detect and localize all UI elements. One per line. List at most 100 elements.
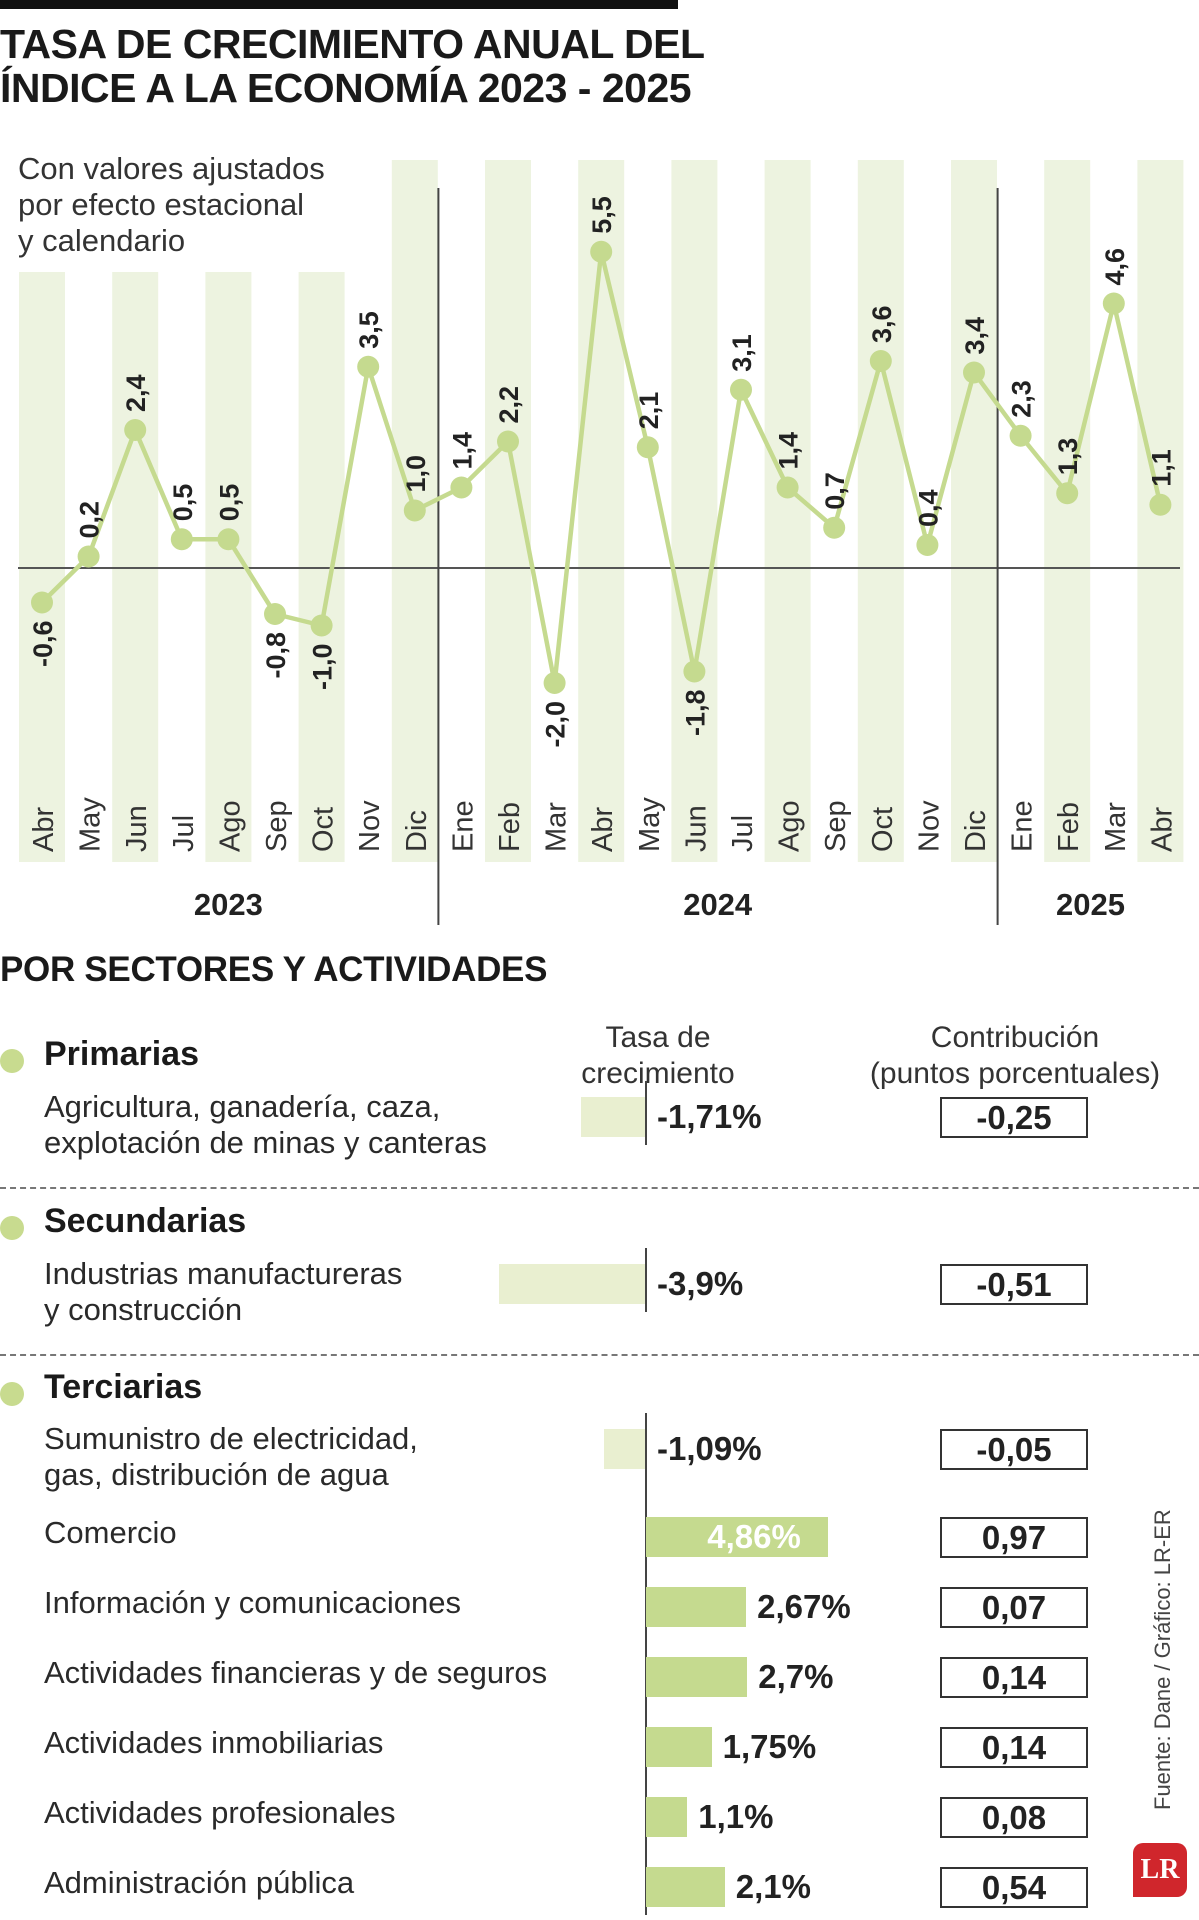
month-label: Jun — [680, 805, 712, 852]
month-label: Oct — [308, 807, 340, 852]
data-label: 3,1 — [727, 334, 757, 372]
contribution-box: -0,25 — [940, 1097, 1088, 1138]
row-label-line: Sumunistro de electricidad, — [44, 1421, 564, 1457]
month-band — [1044, 160, 1090, 862]
month-label: Sep — [820, 800, 852, 852]
source-credit: Fuente: Dane / Gráfico: LR-ER — [1150, 1509, 1176, 1810]
rate-bar — [646, 1797, 687, 1837]
data-label: 1,1 — [1146, 449, 1176, 487]
chart-subtitle-line: por efecto estacional — [18, 187, 304, 222]
header-contrib-line-2: (puntos porcentuales) — [845, 1056, 1185, 1092]
data-point — [311, 615, 333, 637]
month-band — [765, 160, 811, 862]
data-label: 0,5 — [214, 484, 244, 522]
month-band — [671, 160, 717, 862]
chart-title: TASA DE CRECIMIENTO ANUAL DEL ÍNDICE A L… — [0, 22, 760, 110]
header-contrib: Contribución (puntos porcentuales) — [845, 1020, 1185, 1092]
data-label: -1,0 — [308, 644, 338, 691]
rate-bar — [581, 1097, 645, 1137]
month-label: Sep — [261, 800, 293, 852]
rate-axis — [645, 1248, 647, 1312]
lr-logo: LR — [1133, 1843, 1187, 1897]
data-label: 0,2 — [75, 501, 105, 539]
title-line-2: ÍNDICE A LA ECONOMÍA 2023 - 2025 — [0, 65, 691, 111]
rate-label: 2,67% — [757, 1588, 851, 1626]
month-label: Abr — [587, 807, 619, 852]
contribution-box: -0,51 — [940, 1264, 1088, 1305]
data-label: -2,0 — [541, 701, 571, 748]
row-label: Sumunistro de electricidad, gas, distribu… — [44, 1421, 564, 1493]
rate-bar — [499, 1264, 645, 1304]
data-point — [217, 528, 239, 550]
data-label: -0,6 — [28, 621, 58, 668]
rate-label: 1,75% — [723, 1728, 817, 1766]
data-point — [963, 362, 985, 384]
data-point — [124, 419, 146, 441]
data-label: 0,5 — [168, 484, 198, 522]
row-label: Comercio — [44, 1515, 564, 1551]
data-point — [1010, 425, 1032, 447]
month-label: Ago — [214, 800, 246, 852]
month-label: Mar — [1100, 802, 1132, 852]
contribution-box: 0,14 — [940, 1657, 1088, 1698]
data-point — [1103, 293, 1125, 315]
month-label: Ene — [447, 800, 479, 852]
month-label: May — [634, 797, 666, 852]
row-label: Actividades inmobiliarias — [44, 1725, 564, 1761]
group-bullet-icon — [0, 1216, 24, 1240]
rate-bar — [646, 1727, 712, 1767]
group-bullet-icon — [0, 1382, 24, 1406]
month-label: Abr — [28, 807, 60, 852]
row-label: Agricultura, ganadería, caza, explotación… — [44, 1089, 564, 1161]
data-point — [823, 517, 845, 539]
data-label: 3,4 — [960, 317, 990, 355]
row-label: Actividades profesionales — [44, 1795, 564, 1831]
contribution-box: 0,97 — [940, 1517, 1088, 1558]
rate-axis — [645, 1081, 647, 1145]
month-band — [858, 160, 904, 862]
data-point — [544, 672, 566, 694]
year-label: 2023 — [194, 887, 263, 922]
row-label-line: Actividades inmobiliarias — [44, 1725, 564, 1761]
row-label-line: Industrias manufactureras — [44, 1256, 564, 1292]
rate-bar — [646, 1587, 746, 1627]
row-label-line: Actividades profesionales — [44, 1795, 564, 1831]
data-point — [31, 592, 53, 614]
header-rate-line-1: Tasa de — [528, 1020, 788, 1056]
data-label: 0,7 — [820, 472, 850, 510]
month-band — [951, 160, 997, 862]
month-label: Dic — [401, 810, 433, 852]
contribution-box: 0,54 — [940, 1867, 1088, 1908]
chart-subtitle-line: Con valores ajustados — [18, 151, 325, 186]
data-label: 5,5 — [587, 196, 617, 234]
row-label-line: explotación de minas y canteras — [44, 1125, 564, 1161]
group-name: Primarias — [44, 1035, 199, 1074]
data-point — [1149, 494, 1171, 516]
group-name: Terciarias — [44, 1368, 202, 1407]
row-label-line: gas, distribución de agua — [44, 1457, 564, 1493]
data-point — [450, 477, 472, 499]
data-label: -1,8 — [680, 690, 710, 737]
row-label: Administración pública — [44, 1865, 564, 1901]
rate-label: -3,9% — [657, 1265, 743, 1303]
month-label: Jun — [121, 805, 153, 852]
data-point — [916, 534, 938, 556]
data-label: 2,4 — [121, 374, 151, 412]
data-point — [683, 661, 705, 683]
row-label: Información y comunicaciones — [44, 1585, 564, 1621]
data-label: 3,5 — [354, 311, 384, 349]
sectors-title: POR SECTORES Y ACTIVIDADES — [0, 950, 547, 990]
data-point — [1056, 482, 1078, 504]
month-label: Mar — [541, 802, 573, 852]
month-band — [485, 160, 531, 862]
data-label: 2,1 — [634, 392, 664, 430]
row-label: Industrias manufactureras y construcción — [44, 1256, 564, 1328]
data-label: 1,4 — [447, 432, 477, 470]
data-point — [404, 500, 426, 522]
row-label-line: Administración pública — [44, 1865, 564, 1901]
data-label: -0,8 — [261, 632, 291, 679]
data-label: 2,2 — [494, 386, 524, 424]
month-label: Feb — [494, 802, 526, 852]
data-label: 0,4 — [913, 489, 943, 527]
section-separator — [0, 1187, 1199, 1189]
